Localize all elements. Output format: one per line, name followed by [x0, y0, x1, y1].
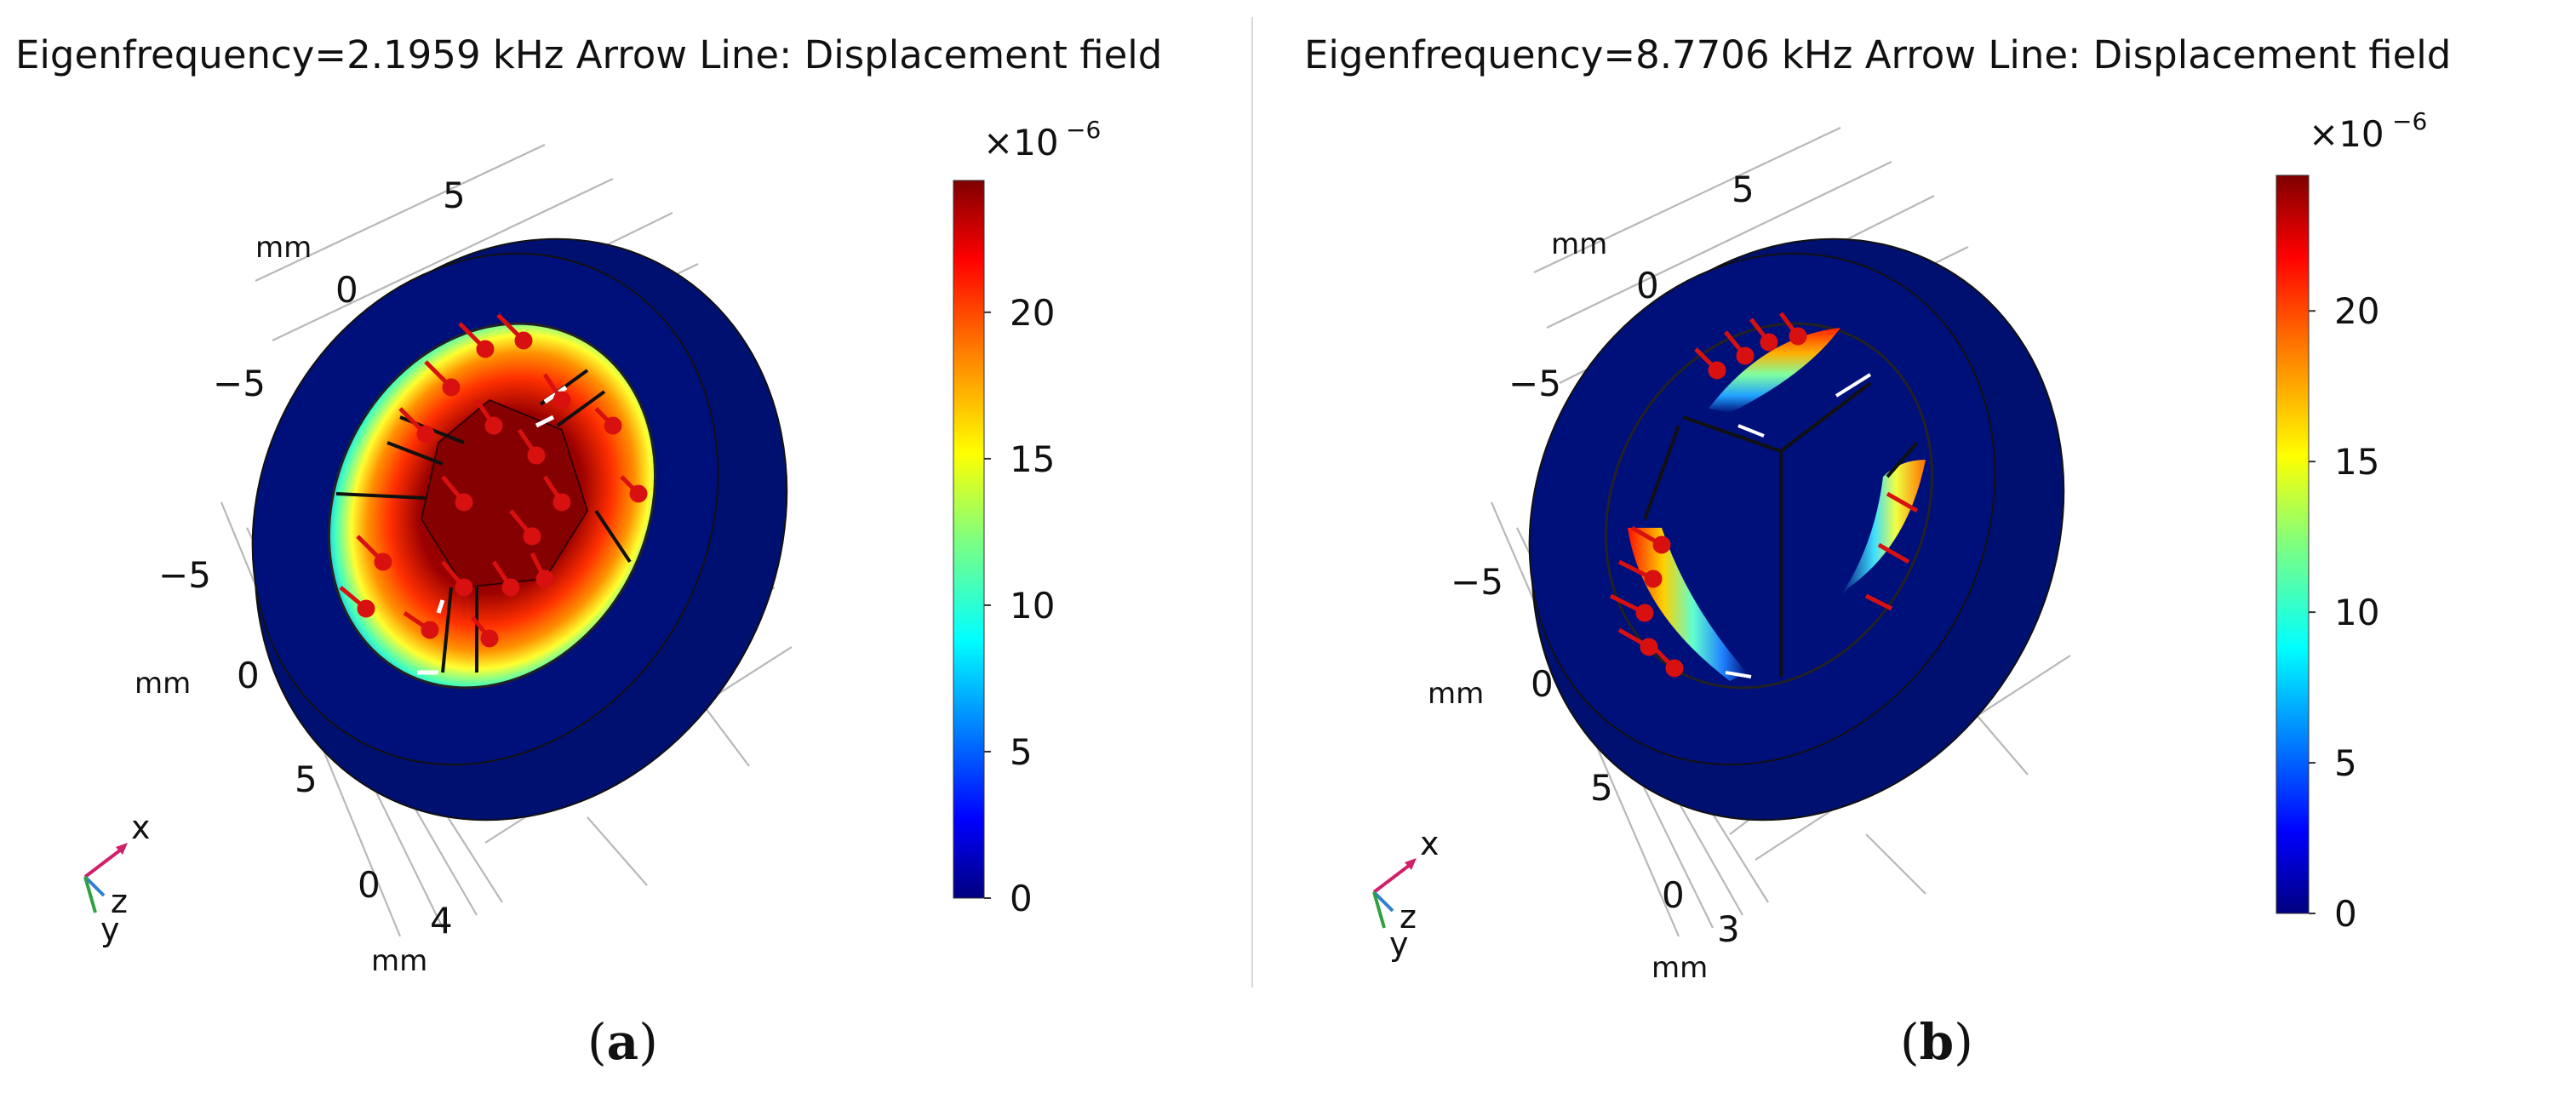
panel-a-title: Eigenfrequency=2.1959 kHz Arrow Line: Di… — [15, 32, 1163, 77]
panel-a-triad-y: y — [100, 911, 120, 948]
panel-a-top-tick-1: 5 — [443, 175, 466, 216]
panel-b-triad-y: y — [1389, 925, 1409, 963]
panel-b-top-tick-2: 0 — [1636, 265, 1659, 306]
panel-a-colorbar: ×10 −6 20 15 10 5 0 — [953, 116, 1101, 919]
colorbar-tick-label: 5 — [1010, 731, 1033, 773]
panel-b-colorbar-exponent: −6 — [2392, 107, 2427, 135]
colorbar-tick-label: 20 — [2334, 290, 2379, 332]
panel-a-triad-x: x — [131, 809, 151, 846]
panel-a-left-tick-2: 0 — [237, 655, 260, 696]
panel-a-plot: mm 5 0 −5 −5 mm 0 5 0 4 mm x z y ×10 −6 … — [83, 116, 1101, 978]
panel-b-lobe-right — [1840, 460, 1926, 596]
panel-b-left-tick-1: −5 — [1451, 561, 1503, 603]
panel-a: Eigenfrequency=2.1959 kHz Arrow Line: Di… — [0, 0, 1253, 1099]
colorbar-tick-label: 10 — [2334, 592, 2379, 633]
panel-a-top-tick-2: 0 — [335, 269, 358, 311]
panel-a-left-tick-1: −5 — [158, 554, 211, 596]
panel-a-bottom-unit: mm — [371, 944, 427, 978]
panel-b: Eigenfrequency=8.7706 kHz Arrow Line: Di… — [1253, 0, 2576, 1099]
panel-b-triad: x z y — [1372, 825, 1440, 963]
colorbar-tick-label: 20 — [1010, 292, 1055, 334]
panel-a-triad-z: z — [111, 883, 128, 920]
panel-a-colorbar-multiplier: ×10 — [983, 122, 1059, 163]
panel-a-triad: x z y — [83, 809, 151, 948]
panel-b-bottom-tick-1: 0 — [1662, 874, 1685, 916]
panel-b-lobe-top — [1709, 328, 1840, 413]
panel-b-top-tick-1: 5 — [1732, 169, 1755, 210]
panel-b-title: Eigenfrequency=8.7706 kHz Arrow Line: Di… — [1304, 32, 2452, 77]
panel-b-triad-x: x — [1420, 825, 1440, 862]
panel-b-bottom-tick-2: 3 — [1717, 908, 1740, 950]
panel-b-bottom-unit: mm — [1652, 951, 1708, 985]
panel-b-left-tick-2: 0 — [1531, 663, 1554, 705]
panel-a-top-unit: mm — [255, 231, 312, 265]
panel-a-left-tick-3: 5 — [295, 758, 318, 800]
panel-b-top-unit: mm — [1551, 227, 1607, 261]
panel-b-left-tick-3: 5 — [1590, 767, 1613, 809]
panel-b-white-cracks — [1725, 373, 1872, 678]
panel-b-beams — [1643, 381, 1919, 677]
panel-a-caption: (a) — [587, 1013, 658, 1071]
colorbar-tick-label: 10 — [1010, 585, 1055, 627]
panel-a-bottom-tick-2: 4 — [430, 900, 453, 942]
panel-b-plot: mm 5 0 −5 −5 mm 0 5 0 3 mm x z y ×10 −6 … — [1372, 107, 2427, 985]
panel-b-caption: (b) — [1900, 1013, 1973, 1071]
panel-a-left-unit: mm — [135, 667, 191, 701]
colorbar-tick-label: 15 — [2334, 441, 2379, 483]
panel-a-colorbar-exponent: −6 — [1066, 116, 1101, 144]
panel-a-bottom-tick-1: 0 — [358, 864, 381, 906]
panel-divider — [1251, 17, 1253, 987]
panel-b-colorbar-multiplier: ×10 — [2309, 113, 2384, 155]
colorbar-tick-label: 0 — [2334, 893, 2357, 935]
colorbar-tick-label: 15 — [1010, 438, 1055, 480]
panel-a-top-tick-3: −5 — [213, 363, 266, 404]
colorbar-tick-label: 0 — [1010, 878, 1033, 919]
panel-a-arrows — [339, 313, 648, 648]
panel-b-triad-z: z — [1400, 898, 1417, 936]
panel-b-arrows — [1609, 312, 1919, 678]
panel-b-lobe-left — [1628, 528, 1747, 681]
panel-b-top-tick-3: −5 — [1508, 363, 1561, 404]
panel-b-colorbar: ×10 −6 20 15 10 5 0 — [2275, 107, 2427, 935]
colorbar-tick-label: 5 — [2334, 742, 2357, 784]
panel-b-left-unit: mm — [1428, 677, 1484, 711]
